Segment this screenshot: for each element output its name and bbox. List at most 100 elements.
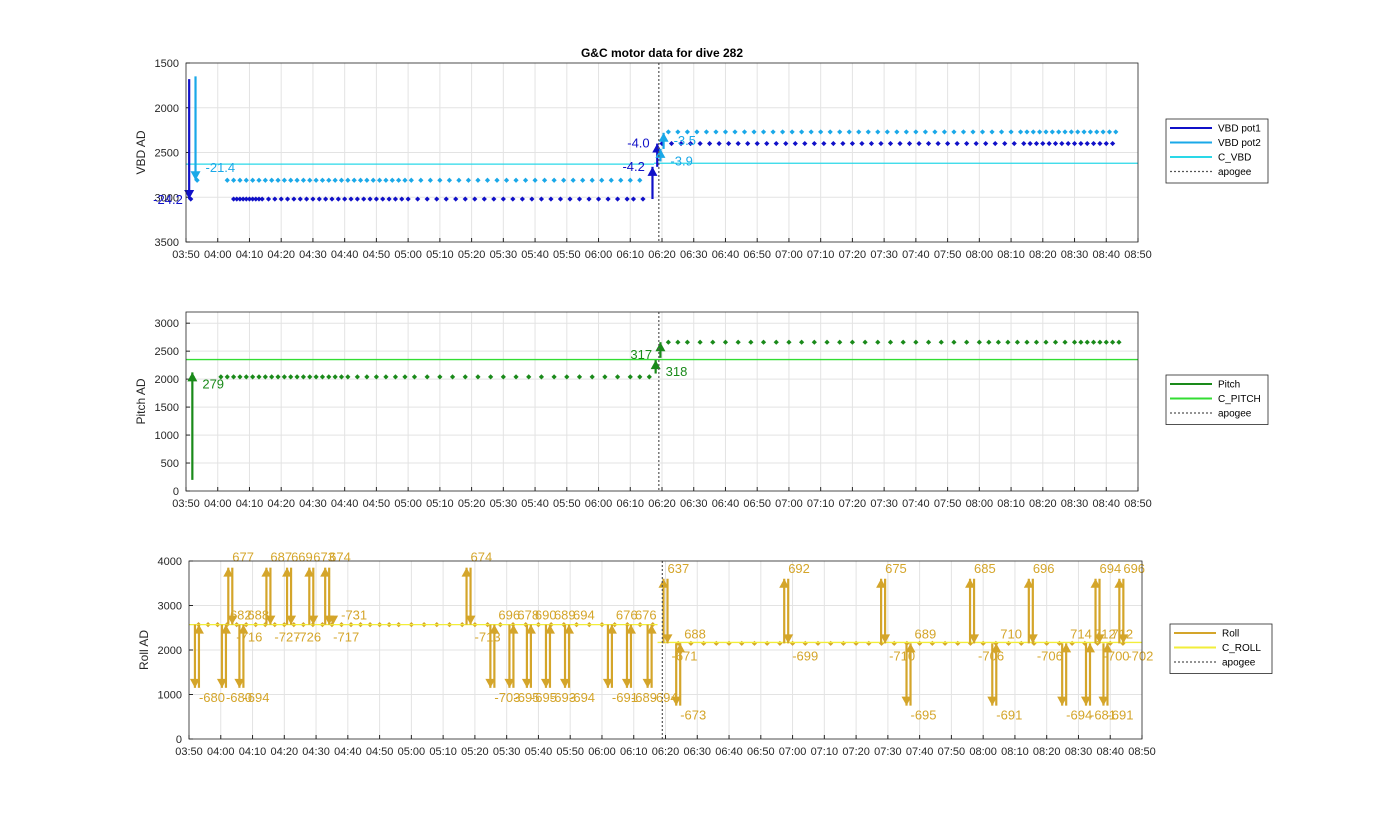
data-point: [1037, 129, 1043, 135]
data-point: [357, 177, 364, 183]
move-label: -3.5: [674, 133, 696, 148]
arrow-head: [187, 372, 198, 382]
move-arrow: [625, 624, 636, 688]
y-axis-label: Pitch AD: [134, 378, 148, 424]
data-point: [396, 177, 402, 183]
data-point: [415, 196, 421, 202]
x-tick-label: 04:50: [363, 249, 391, 261]
arrow-head: [655, 342, 666, 352]
data-point: [449, 374, 456, 380]
data-point: [614, 196, 621, 202]
data-point: [1106, 129, 1113, 135]
data-point: [970, 129, 976, 135]
data-point: [294, 374, 300, 380]
roll-label: -680: [226, 690, 252, 705]
axes-frame: [185, 62, 1139, 243]
x-tick-label: 08:20: [1029, 498, 1057, 510]
data-point: [998, 129, 1005, 135]
x-tick-label: 07:00: [775, 249, 803, 261]
x-tick-label: 07:40: [902, 249, 930, 261]
x-tick-label: 07:30: [874, 746, 902, 758]
data-point: [630, 196, 637, 202]
arrow-head: [489, 624, 500, 634]
roll-label: 714: [1070, 626, 1092, 641]
arrow-head: [304, 567, 315, 577]
data-point: [951, 339, 957, 345]
data-point: [1116, 339, 1122, 345]
data-point: [887, 339, 894, 345]
data-point: [627, 374, 633, 380]
move-arrow: [282, 567, 293, 625]
data-point: [326, 374, 332, 380]
data-point: [1005, 640, 1012, 646]
x-tick-label: 06:10: [617, 498, 645, 510]
data-point: [722, 339, 729, 345]
data-point: [995, 339, 1001, 345]
roll-label: -691: [1107, 708, 1133, 723]
arrow-head: [220, 624, 231, 634]
roll-label: 678: [517, 608, 539, 623]
data-point: [532, 177, 538, 183]
roll-label: 675: [885, 561, 907, 576]
data-point: [246, 196, 253, 202]
data-point: [269, 374, 275, 380]
data-point: [402, 177, 408, 183]
data-point: [1014, 339, 1021, 345]
data-point: [983, 140, 989, 147]
data-point: [697, 140, 703, 147]
data-point: [262, 177, 268, 183]
arrow-head: [190, 171, 201, 181]
y-tick-label: 3000: [158, 601, 182, 613]
x-tick-label: 04:20: [271, 746, 299, 758]
move-arrow: [779, 578, 790, 644]
move-arrow: [465, 567, 476, 625]
data-point: [906, 140, 913, 147]
data-point: [240, 196, 246, 202]
data-point: [827, 129, 833, 135]
data-point: [986, 339, 992, 345]
data-point: [313, 374, 319, 380]
series-vbd-pot2: [194, 129, 1119, 183]
move-arrow: [1090, 578, 1101, 644]
data-point: [1030, 129, 1036, 135]
x-tick-label: 08:00: [966, 498, 994, 510]
data-point: [224, 177, 230, 183]
roll-label: -694: [243, 690, 269, 705]
data-point: [551, 177, 557, 183]
data-point: [326, 177, 332, 183]
axes-frame: [188, 560, 1143, 740]
data-point: [849, 339, 855, 345]
data-point: [275, 177, 281, 183]
data-point: [748, 339, 754, 345]
data-point: [243, 374, 249, 380]
data-point: [856, 129, 862, 135]
data-point: [548, 196, 554, 202]
roll-label: 676: [616, 608, 638, 623]
data-point: [862, 339, 868, 345]
arrow-head: [671, 696, 682, 706]
x-tick-label: 04:40: [331, 498, 359, 510]
data-point: [1059, 140, 1065, 147]
data-point: [964, 339, 970, 345]
move-arrow: [227, 567, 238, 625]
data-point: [739, 640, 745, 646]
data-point: [338, 177, 345, 183]
data-point: [557, 196, 564, 202]
move-arrow: [216, 624, 227, 688]
data-point: [231, 177, 237, 183]
arrow-head: [461, 567, 472, 577]
x-tick-label: 07:20: [842, 746, 870, 758]
roll-label: 696: [1123, 561, 1145, 576]
data-point: [1056, 129, 1062, 135]
data-point: [427, 177, 433, 183]
data-point: [1008, 129, 1014, 135]
move-arrow: [261, 567, 272, 625]
data-point: [376, 177, 383, 183]
x-tick-label: 08:10: [997, 249, 1025, 261]
move-arrow: [1057, 643, 1068, 706]
move-label: 279: [202, 376, 224, 391]
move-arrow: [508, 624, 519, 688]
